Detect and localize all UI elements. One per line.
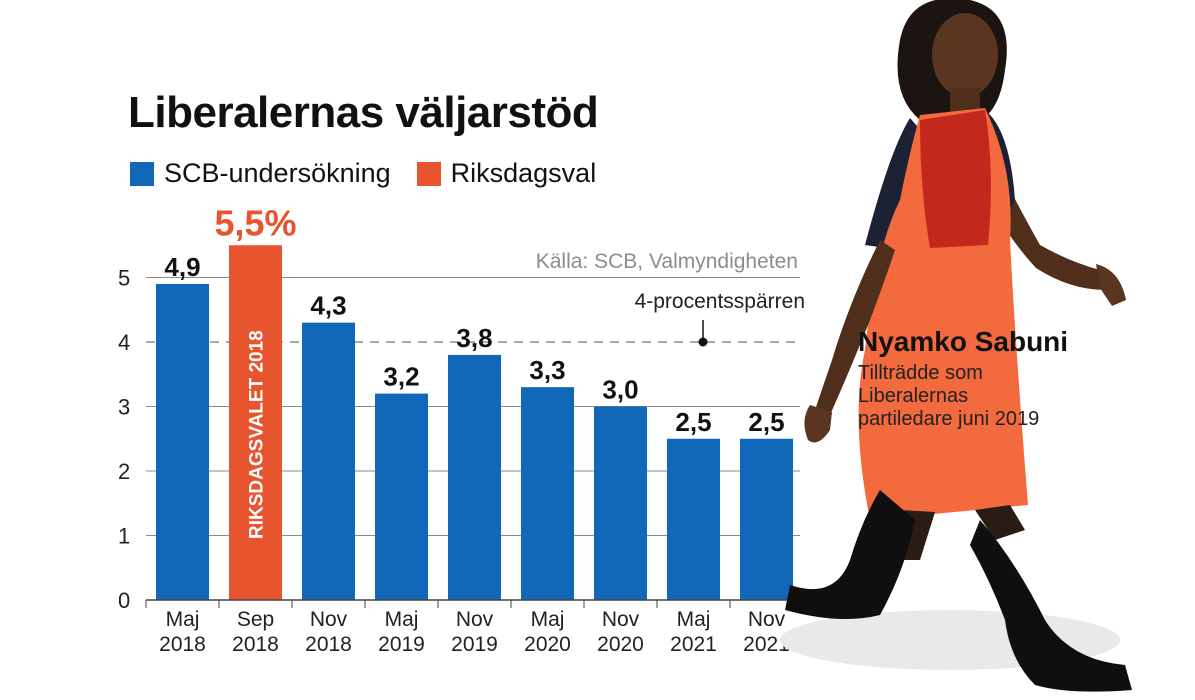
- threshold-label: 4-procentsspärren: [635, 290, 805, 313]
- bar: [594, 406, 647, 600]
- x-tick-label: Maj: [677, 608, 711, 631]
- bar: [667, 438, 720, 600]
- x-tick-label: 2021: [670, 633, 717, 656]
- caption-line: Liberalernas: [858, 385, 969, 407]
- x-tick-label: Maj: [385, 608, 419, 631]
- x-tick-label: Nov: [748, 608, 786, 631]
- data-label: 2,5: [675, 407, 711, 437]
- source-label: Källa: SCB, Valmyndigheten: [536, 250, 798, 273]
- chart-title: Liberalernas väljarstöd: [128, 88, 599, 137]
- legend-item-survey: SCB-undersökning: [130, 158, 391, 189]
- data-label: 2,5: [748, 407, 784, 437]
- x-tick-label: 2021: [743, 633, 790, 656]
- caption-line: Tillträdde som: [858, 362, 983, 384]
- x-tick-label: 2018: [232, 633, 279, 656]
- legend-label-survey: SCB-undersökning: [164, 158, 391, 188]
- y-tick-label: 4: [118, 330, 130, 355]
- caption-line: partiledare juni 2019: [858, 408, 1040, 430]
- legend-item-election: Riksdagsval: [416, 158, 597, 189]
- bar: [302, 322, 355, 600]
- x-tick-label: Nov: [456, 608, 494, 631]
- legend-swatch-election: [416, 161, 441, 186]
- y-tick-label: 1: [118, 524, 130, 549]
- x-tick-label: Nov: [602, 608, 640, 631]
- x-tick-label: 2020: [597, 633, 644, 656]
- bar: [375, 393, 428, 600]
- bar: [448, 354, 501, 600]
- bar-chart: 0 1 2 3 4 5 4-procentsspärren Källa: SCB, Valmy…: [118, 202, 805, 656]
- person-photo: [780, 0, 1132, 692]
- legend-swatch-survey: [130, 161, 154, 186]
- x-tick-label: 2020: [524, 633, 571, 656]
- legend-label-election: Riksdagsval: [450, 158, 597, 188]
- x-tick-label: 2019: [378, 633, 425, 656]
- y-tick-label: 2: [118, 459, 130, 484]
- bar: [156, 283, 209, 600]
- bar: [229, 245, 282, 600]
- data-label: 3,3: [529, 355, 565, 385]
- caption-text: Tillträdde som Liberalernas partiledare …: [858, 362, 1098, 431]
- bar-inner-label: RIKSDAGSVALET 2018: [247, 330, 268, 539]
- threshold-dot: [698, 337, 708, 347]
- x-tick-label: Nov: [310, 608, 348, 631]
- x-tick-label: 2018: [305, 633, 352, 656]
- data-label: 4,9: [164, 252, 200, 282]
- y-tick-label: 0: [118, 588, 130, 613]
- x-tick-label: 2019: [451, 633, 498, 656]
- x-tick-label: Maj: [531, 608, 565, 631]
- x-tick-label: Maj: [166, 608, 200, 631]
- x-tick-label: 2018: [159, 633, 206, 656]
- bar: [521, 387, 574, 600]
- data-label: 4,3: [310, 291, 346, 321]
- caption-name: Nyamko Sabuni: [858, 326, 1069, 357]
- data-label: 5,5%: [214, 202, 296, 243]
- data-label: 3,2: [383, 362, 419, 392]
- bar: [740, 438, 793, 600]
- y-tick-label: 3: [118, 395, 130, 420]
- data-label: 3,8: [456, 323, 492, 353]
- x-tick-label: Sep: [237, 608, 274, 631]
- data-label: 3,0: [602, 375, 638, 405]
- y-tick-label: 5: [118, 266, 130, 291]
- legend: SCB-undersökning Riksdagsval: [130, 158, 622, 189]
